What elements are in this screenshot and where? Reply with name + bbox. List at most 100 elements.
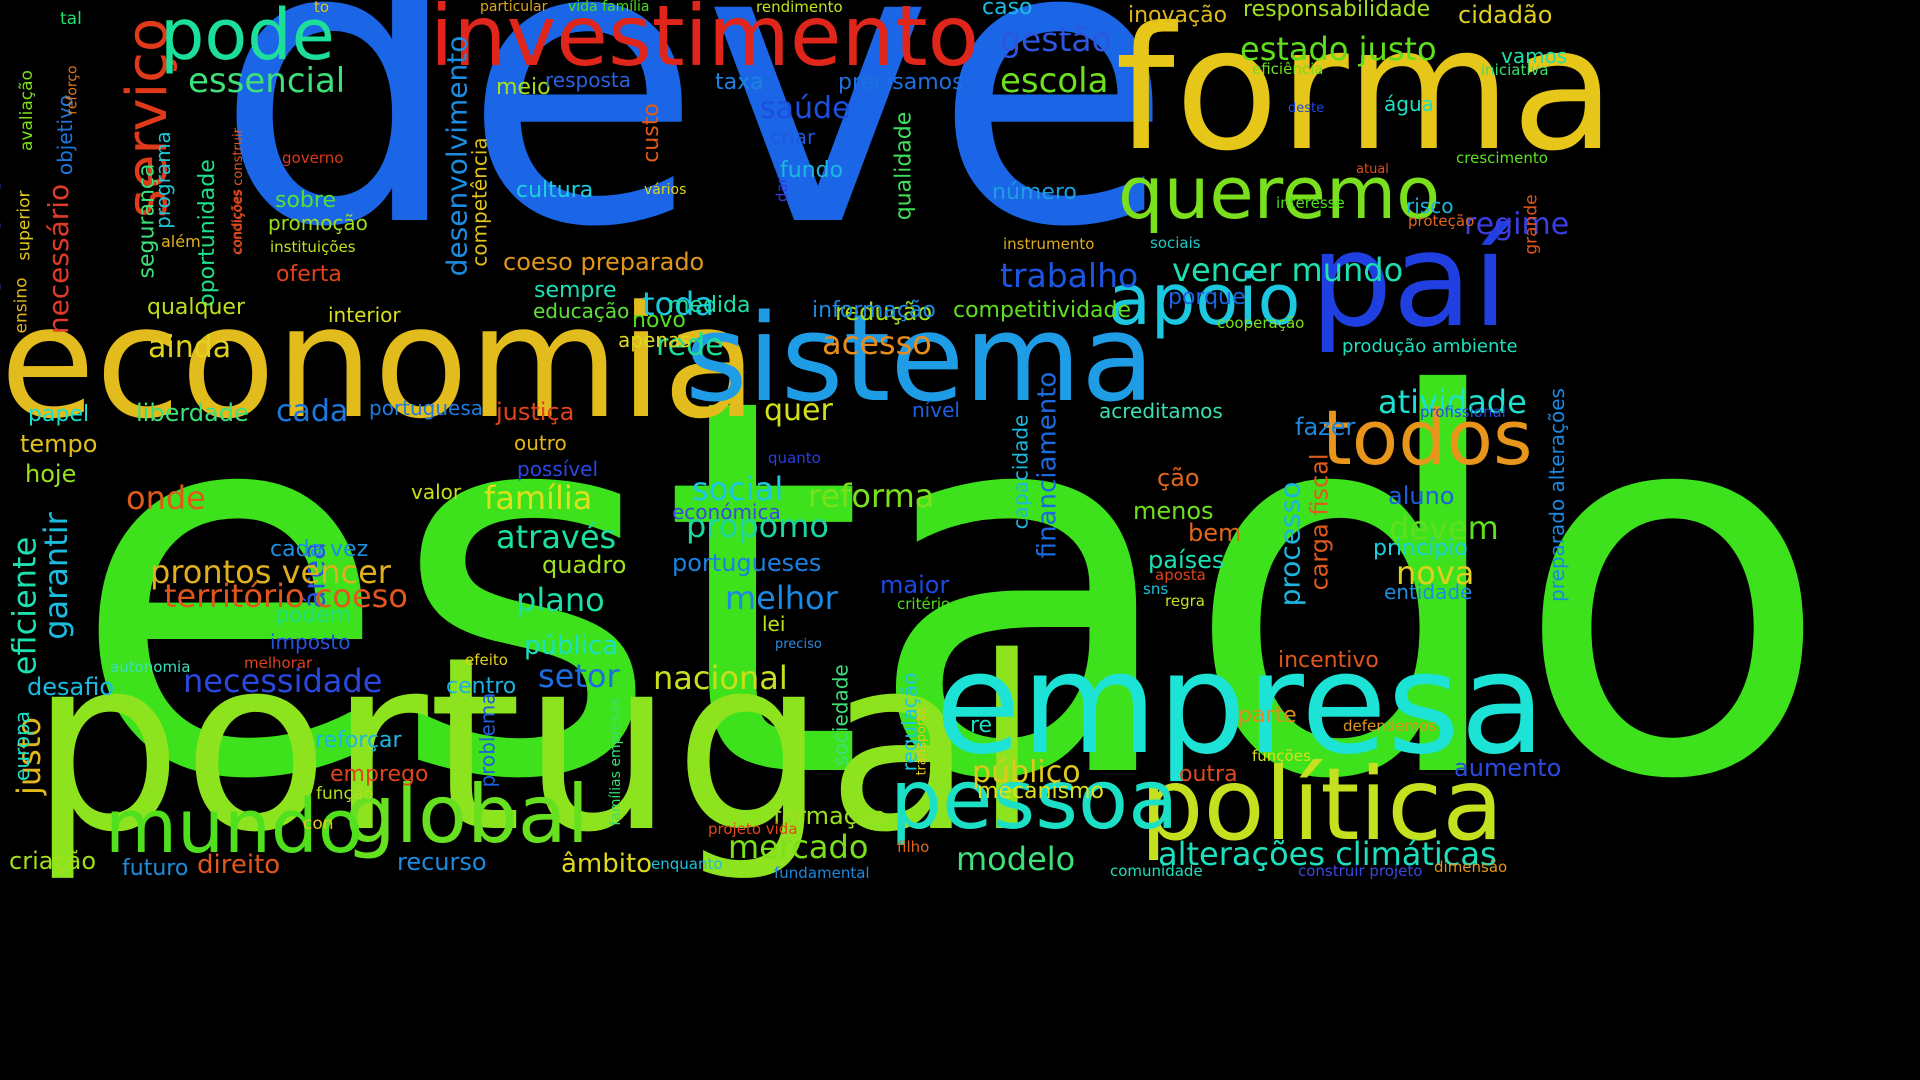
word-melhorar: melhorar	[244, 654, 313, 672]
word-financiamento: financiamento	[1032, 371, 1063, 559]
word-reforma: reforma	[808, 477, 935, 515]
word-fazer: fazer	[1295, 413, 1356, 441]
word-vencer-mundo: vencer mundo	[1172, 251, 1404, 289]
word-governo: governo	[282, 149, 344, 167]
word-producao-ambiente: produção ambiente	[1342, 336, 1518, 357]
word-cao: ção	[1157, 464, 1200, 492]
word-entidade: entidade	[1384, 580, 1473, 604]
word-tal: tal	[60, 9, 82, 29]
word-medida: medida	[668, 293, 751, 318]
word-iniciativa: iniciativa	[1481, 61, 1549, 79]
word-quanto: quanto	[768, 449, 821, 467]
word-paises: países	[1148, 546, 1225, 574]
word-qualquer: qualquer	[147, 295, 245, 320]
word-defendemos: defendemos	[1343, 717, 1437, 735]
word-pai: paí	[1310, 204, 1509, 356]
word-interesse: interesse	[1276, 194, 1345, 212]
word-competitividade: competitividade	[953, 298, 1132, 323]
word-competencia: competência	[467, 137, 492, 267]
word-agua: água	[1384, 92, 1434, 116]
word-qualidade: qualidade	[891, 111, 917, 221]
word-sociedade: sociedade	[828, 664, 853, 766]
word-alteracoes-climaticas: alterações climáticas	[1158, 835, 1497, 873]
word-efeito: efeito	[465, 651, 508, 669]
word-vida-familia: vida família	[568, 0, 650, 15]
word-dar: dar	[772, 177, 791, 202]
word-inovacao: inovação	[1128, 3, 1228, 28]
word-familia: família	[484, 479, 593, 517]
word-politica: política	[1140, 746, 1504, 863]
word-carga-fiscal: carga fiscal	[1305, 453, 1334, 591]
word-taxa: taxa	[715, 70, 764, 95]
word-outra: outra	[1179, 762, 1238, 787]
word-criar: criar	[770, 125, 816, 149]
word-economia: economia	[0, 272, 758, 453]
word-reforco: reforço	[64, 65, 81, 115]
word-toda: toda	[642, 285, 715, 323]
word-regra: regra	[1165, 592, 1205, 610]
word-eficiente: eficiente	[5, 536, 44, 676]
word-problema: problema	[475, 692, 500, 788]
word-eficiencia: eficiência	[1252, 60, 1324, 78]
word-modelo: modelo	[956, 840, 1076, 878]
word-sobre: sobre	[275, 188, 336, 213]
word-filho: filho	[897, 838, 930, 856]
word-liberdade: liberdade	[136, 399, 249, 427]
word-meio: meio	[496, 75, 551, 100]
word-mercado: mercado	[728, 828, 869, 866]
word-programa: programa	[150, 131, 175, 229]
word-reducao: redução	[835, 298, 933, 326]
word-territorio: território	[0, 177, 8, 309]
word-necessario: necessário	[42, 183, 76, 335]
word-risco: risco	[1406, 194, 1454, 218]
word-escola: escola	[1000, 61, 1109, 101]
word-caso: caso	[982, 0, 1033, 20]
word-portugueses: portugueses	[672, 549, 822, 577]
word-empresa: empresa	[935, 623, 1546, 786]
word-preciso: preciso	[775, 637, 822, 652]
word-cultura: cultura	[516, 178, 594, 203]
word-formacao: formação	[773, 802, 887, 830]
word-sociais: sociais	[1150, 234, 1201, 252]
word-nivel: nível	[912, 398, 960, 422]
word-sns: sns	[1143, 580, 1169, 598]
word-promocao: promoção	[268, 211, 368, 235]
word-criacao: criação	[9, 847, 97, 875]
word-justica: justiça	[496, 398, 575, 426]
word-avaliacao: avaliação	[16, 70, 37, 151]
word-todos: todos	[1322, 393, 1533, 482]
word-desafio: desafio	[27, 673, 115, 701]
word-centro: centro	[446, 674, 517, 699]
word-reforcar: reforçar	[315, 728, 402, 753]
word-superior: superior	[14, 190, 35, 261]
word-vamos: vamos	[1501, 44, 1568, 68]
word-quadro: quadro	[542, 551, 627, 579]
word-parte: parte	[1238, 703, 1297, 728]
word-instituicoes: instituições	[270, 238, 356, 256]
word-numero: número	[992, 180, 1077, 205]
word-direito: direito	[197, 850, 281, 880]
word-estado-justo: estado justo	[1240, 30, 1437, 68]
word-deve: deve	[215, 0, 1174, 312]
word-aluno: aluno	[1388, 482, 1455, 510]
word-profissional: profissional	[1420, 403, 1506, 421]
word-estado: estado	[70, 287, 1832, 893]
word-oferta: oferta	[276, 262, 342, 287]
word-dimensao: dimensão	[1434, 858, 1508, 876]
word-economica: económica	[672, 500, 781, 524]
word-tempo: tempo	[20, 430, 98, 458]
word-funcoes: funções	[1252, 747, 1311, 765]
word-comunidade: comunidade	[1110, 862, 1203, 880]
word-enquanto: enquanto	[651, 855, 723, 873]
word-queremo: queremo	[1118, 151, 1441, 235]
word-preparado-alteracoes: preparado alterações	[1544, 388, 1569, 602]
word-podem: podem	[275, 603, 352, 628]
word-aposta: aposta	[1155, 566, 1206, 584]
word-publico: público	[972, 755, 1081, 790]
word-hoje: hoje	[25, 460, 77, 488]
word-projeto-vida: projeto vida	[708, 820, 798, 838]
word-custo: custo	[638, 103, 664, 163]
word-devem: devem	[1389, 509, 1499, 547]
word-possivel: possível	[517, 457, 599, 481]
word-saude: saúde	[760, 91, 851, 126]
